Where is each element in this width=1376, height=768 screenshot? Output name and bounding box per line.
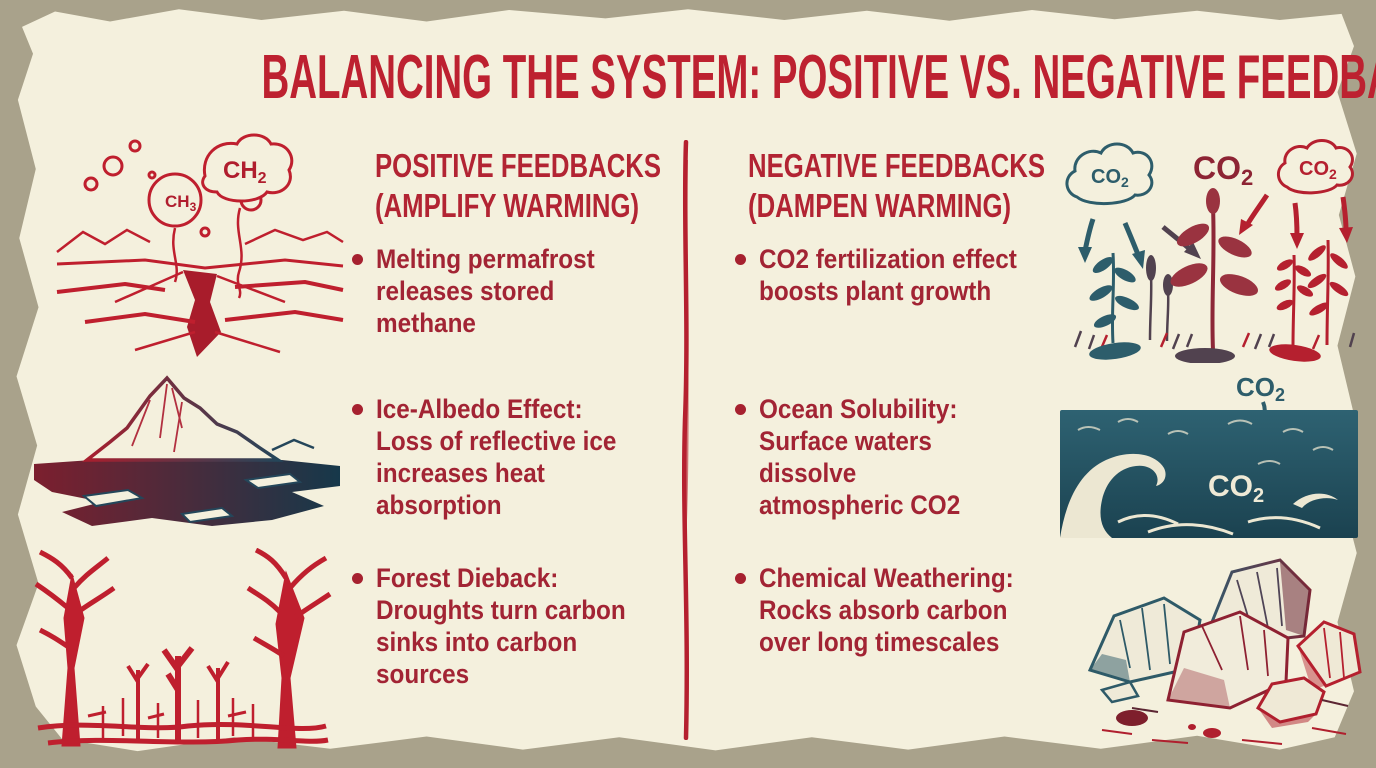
left-rock: [1087, 596, 1202, 704]
co2-label-above-ocean: CO2: [1236, 372, 1285, 405]
forest-ground: [37, 710, 329, 746]
ocean-solubility-illustration: CO2 CO2: [1060, 372, 1358, 538]
big-wave: [1060, 453, 1338, 538]
bullet-co2-fertilization: CO2 fertilization effect boosts plant gr…: [735, 243, 1065, 307]
bullet-melting-permafrost: Melting permafrost releases stored metha…: [352, 243, 682, 339]
melting-permafrost-illustration: CH3 CH2: [56, 133, 344, 357]
ocean-ripples: [1077, 418, 1334, 465]
hand-drawn-divider: [681, 140, 690, 740]
bullet-text: Chemical Weathering: Rocks absorb carbon…: [759, 563, 1014, 658]
co2-cloud-red: [1277, 139, 1354, 195]
co2-cloud-teal: [1065, 142, 1154, 206]
bullet-dot: [352, 254, 363, 265]
bullet-text: CO2 fertilization effect boosts plant gr…: [759, 244, 1017, 307]
page-title: BALANCING THE SYSTEM: POSITIVE VS. NEGAT…: [261, 43, 1376, 112]
ch2-label: CH2: [223, 157, 267, 187]
bullet-chemical-weathering: Chemical Weathering: Rocks absorb carbon…: [735, 562, 1065, 658]
ch3-label: CH3: [165, 192, 197, 214]
ice-floes: [81, 472, 303, 524]
pebbles-and-ground: [1101, 699, 1349, 745]
co2-fertilization-illustration: CO2 CO2 CO2: [1065, 139, 1356, 363]
ice-albedo-illustration: [34, 375, 340, 526]
bullet-ice-albedo: Ice-Albedo Effect: Loss of reflective ic…: [352, 393, 682, 522]
ocean-surface: [1060, 410, 1358, 538]
permafrost-mountains: [56, 228, 344, 253]
methane-bubbles: [83, 133, 294, 238]
center-rock: [1166, 610, 1290, 710]
negative-feedbacks-heading: NEGATIVE FEEDBACKS (DAMPEN WARMING): [748, 147, 1045, 225]
bullet-dot: [352, 404, 363, 415]
ch2-bubble: [201, 133, 294, 203]
co2-label-center: CO2: [1193, 150, 1253, 190]
cracked-ground: [56, 258, 344, 357]
forest-dieback-illustration: [34, 548, 332, 749]
iceberg-shading: [131, 383, 183, 453]
bullet-dot: [352, 573, 363, 584]
dead-trees: [34, 548, 332, 749]
ch3-bubble: [147, 172, 203, 228]
bullet-dot: [735, 254, 746, 265]
bullet-dot: [735, 404, 746, 415]
undergrowth: [1073, 330, 1356, 363]
iceberg: [81, 375, 284, 462]
bullet-ocean-solubility: Ocean Solubility: Surface waters dissolv…: [735, 393, 1065, 522]
bullet-text: Ocean Solubility: Surface waters dissolv…: [759, 394, 961, 521]
bullet-text: Melting permafrost releases stored metha…: [376, 244, 595, 339]
rising-gas-wisps: [172, 207, 243, 299]
positive-feedbacks-heading: POSITIVE FEEDBACKS (AMPLIFY WARMING): [375, 147, 662, 225]
bullet-forest-dieback: Forest Dieback: Droughts turn carbon sin…: [352, 562, 682, 691]
co2-label-teal: CO2: [1091, 166, 1129, 190]
bullet-dot: [735, 573, 746, 584]
co2-label-red: CO2: [1299, 158, 1337, 182]
right-rock: [1296, 620, 1362, 690]
chemical-weathering-illustration: [1087, 558, 1362, 745]
plants: [1089, 188, 1349, 351]
bullet-text: Ice-Albedo Effect: Loss of reflective ic…: [376, 394, 617, 521]
round-rock: [1255, 676, 1326, 728]
dark-ocean-water: [34, 460, 340, 526]
far-hill: [271, 438, 315, 452]
co2-label-in-ocean: CO2: [1208, 470, 1264, 507]
bullet-text: Forest Dieback: Droughts turn carbon sin…: [376, 563, 626, 690]
